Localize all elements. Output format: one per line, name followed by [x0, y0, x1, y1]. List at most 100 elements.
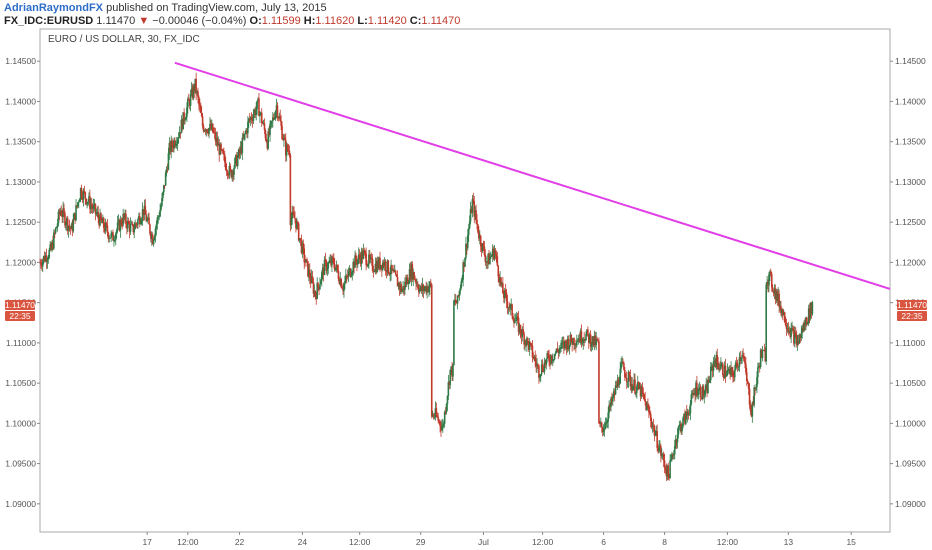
candle-body	[480, 246, 483, 251]
candle-body	[167, 153, 170, 170]
candle-body	[132, 224, 135, 233]
candle-body	[254, 110, 257, 116]
candle-body	[661, 454, 664, 456]
candle-body	[758, 365, 760, 368]
candle-body	[726, 370, 729, 376]
candle-body	[721, 363, 724, 375]
candle-body	[73, 213, 75, 220]
candle-body	[511, 304, 513, 317]
candle-body	[571, 341, 573, 345]
candle-body	[633, 379, 635, 387]
candle-body	[466, 235, 469, 248]
y-axis-right[interactable]: 1.090001.095001.100001.105001.110001.115…	[890, 56, 926, 509]
candle-body	[377, 260, 379, 268]
candle-body	[568, 345, 571, 350]
candle-body	[79, 188, 82, 200]
candle-body	[746, 380, 749, 384]
candle-body	[685, 411, 687, 424]
candle-body	[732, 370, 734, 377]
candle-body	[540, 364, 543, 375]
candle-body	[424, 286, 427, 289]
candle-body	[614, 385, 617, 395]
candle-body	[139, 222, 142, 225]
candle-body	[629, 375, 632, 387]
candle-body	[353, 262, 355, 268]
candle-body	[224, 162, 227, 170]
candle-body	[428, 287, 430, 292]
candle-body	[297, 223, 300, 241]
candle-body	[685, 411, 688, 416]
candle-body	[463, 262, 465, 267]
candle-body	[92, 205, 95, 209]
candle-body	[704, 389, 707, 395]
candle-body	[393, 270, 396, 273]
candle-body	[668, 475, 670, 479]
candle-body	[756, 377, 758, 388]
candle-body	[671, 454, 673, 460]
candle-body	[114, 233, 117, 241]
candle-body	[797, 341, 800, 344]
trendline[interactable]	[174, 61, 891, 290]
candle-body	[138, 216, 141, 225]
candle-body	[209, 123, 211, 129]
candle-body	[589, 334, 592, 347]
x-tick-label: 12:00	[349, 537, 371, 547]
candle-body	[526, 337, 528, 346]
candle-body	[662, 454, 665, 461]
candle-body	[388, 272, 391, 275]
candle-body	[808, 308, 811, 319]
candle-body	[247, 121, 249, 134]
candle-body	[284, 137, 286, 140]
candle-body	[121, 224, 124, 226]
candle-body	[352, 262, 355, 273]
candle-body	[430, 284, 433, 417]
candle-body	[710, 365, 713, 367]
chart-title: EURO / US DOLLAR, 30, FX_IDC	[48, 34, 200, 45]
candle-body	[641, 386, 644, 393]
candle-body	[359, 257, 362, 264]
candle-body	[248, 118, 250, 122]
candle-body	[85, 198, 87, 205]
candle-body	[549, 361, 551, 364]
candle-body	[443, 411, 446, 424]
candle-body	[483, 246, 486, 255]
candle-body	[640, 386, 643, 397]
y-axis-left[interactable]: 1.090001.095001.100001.105001.110001.115…	[5, 56, 40, 509]
candle-body	[223, 153, 225, 155]
candle-body	[109, 237, 112, 239]
candle-body	[57, 211, 60, 224]
candle-body	[327, 262, 330, 269]
candle-body	[105, 222, 108, 226]
candle-body	[517, 317, 520, 333]
candle-body	[612, 391, 615, 397]
candle-body	[306, 259, 308, 262]
candle-body	[792, 328, 794, 331]
candle-body	[108, 237, 111, 239]
candle-body	[431, 414, 434, 417]
candle-body	[191, 88, 194, 98]
candle-body	[433, 416, 436, 418]
candle-body	[451, 366, 453, 377]
candle-body	[103, 227, 106, 232]
candle-body	[187, 98, 189, 108]
candle-body	[749, 404, 752, 412]
candle-body	[703, 394, 706, 397]
candle-body	[422, 284, 425, 292]
candle-body	[438, 420, 440, 422]
y-tick-label-right: 1.09000	[895, 499, 926, 509]
author-link[interactable]: AdrianRaymondFX	[4, 2, 104, 14]
candle-body	[560, 343, 562, 348]
candle-body	[127, 220, 130, 224]
candle-body	[101, 219, 103, 224]
x-axis[interactable]: 17 12:00 22 24 12:00 29 Jul 12:00 6 8 12:00 13 15	[142, 532, 856, 547]
candle-body	[162, 192, 164, 198]
candle-body	[307, 261, 309, 277]
candle-body	[476, 219, 478, 225]
candle-body	[623, 363, 625, 371]
candle-body	[739, 357, 742, 361]
candle-body	[607, 412, 610, 422]
x-tick-label: 12:00	[177, 537, 199, 547]
candle-body	[528, 342, 531, 350]
candle-body	[197, 91, 199, 98]
